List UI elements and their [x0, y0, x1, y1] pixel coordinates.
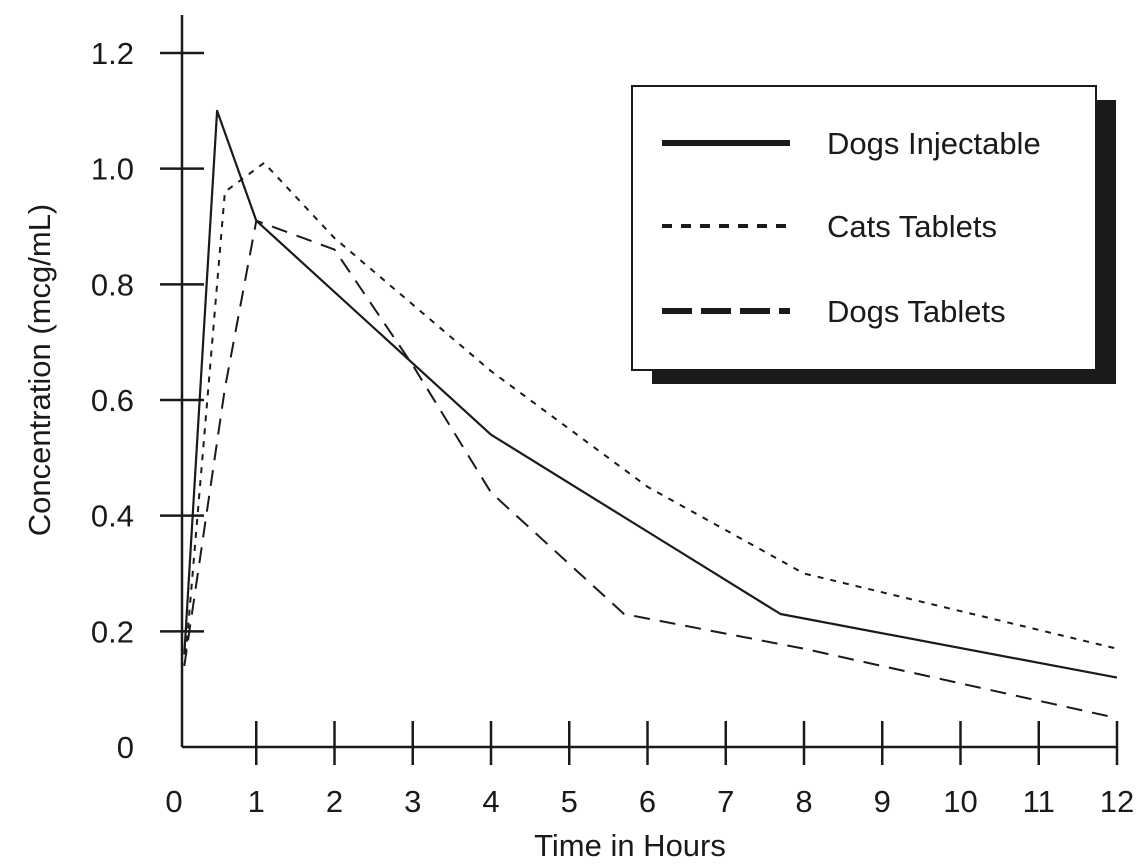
x-tick-label: 2	[326, 784, 343, 819]
x-tick-label: 7	[717, 784, 734, 819]
x-tick-label: 8	[795, 784, 812, 819]
x-tick-label: 10	[943, 784, 977, 819]
tick-labels: 00.20.40.60.81.01.20 1 2 3 4 5 6 7 8 9 10 11 12	[91, 36, 1134, 819]
x-tick-label: 4	[482, 784, 499, 819]
legend-label: Dogs Injectable	[827, 126, 1041, 161]
y-tick-label: 1.2	[91, 36, 134, 71]
x-tick-label: 12	[1100, 784, 1134, 819]
series-line-cats-tablets	[184, 161, 1118, 655]
series-line-dogs-injectable	[183, 109, 1118, 679]
legend-label: Dogs Tablets	[827, 294, 1006, 329]
x-tick-label: 0	[165, 784, 182, 819]
y-tick-label: 0.2	[91, 614, 134, 649]
x-tick-label: 1	[248, 784, 265, 819]
x-tick-label: 3	[404, 784, 421, 819]
x-tick-label: 6	[639, 784, 656, 819]
x-axis-title: Time in Hours	[534, 828, 726, 863]
y-tick-label: 0.6	[91, 383, 134, 418]
x-tick-label: 11	[1023, 784, 1055, 819]
y-tick-label: 1.0	[91, 152, 134, 187]
y-tick-label: 0.4	[91, 499, 134, 534]
axes	[160, 15, 1119, 765]
y-tick-label: 0.8	[91, 267, 134, 302]
y-tick-label: 0	[117, 730, 134, 765]
series-lines	[183, 109, 1118, 720]
legend-label: Cats Tablets	[827, 209, 997, 244]
legend: Dogs Injectable Cats Tablets Dogs Tablets	[631, 85, 1116, 384]
y-axis-title: Concentration (mcg/mL)	[22, 204, 57, 537]
series-line-dogs-tablets	[183, 219, 1118, 720]
x-tick-label: 5	[561, 784, 578, 819]
x-tick-label: 9	[874, 784, 891, 819]
